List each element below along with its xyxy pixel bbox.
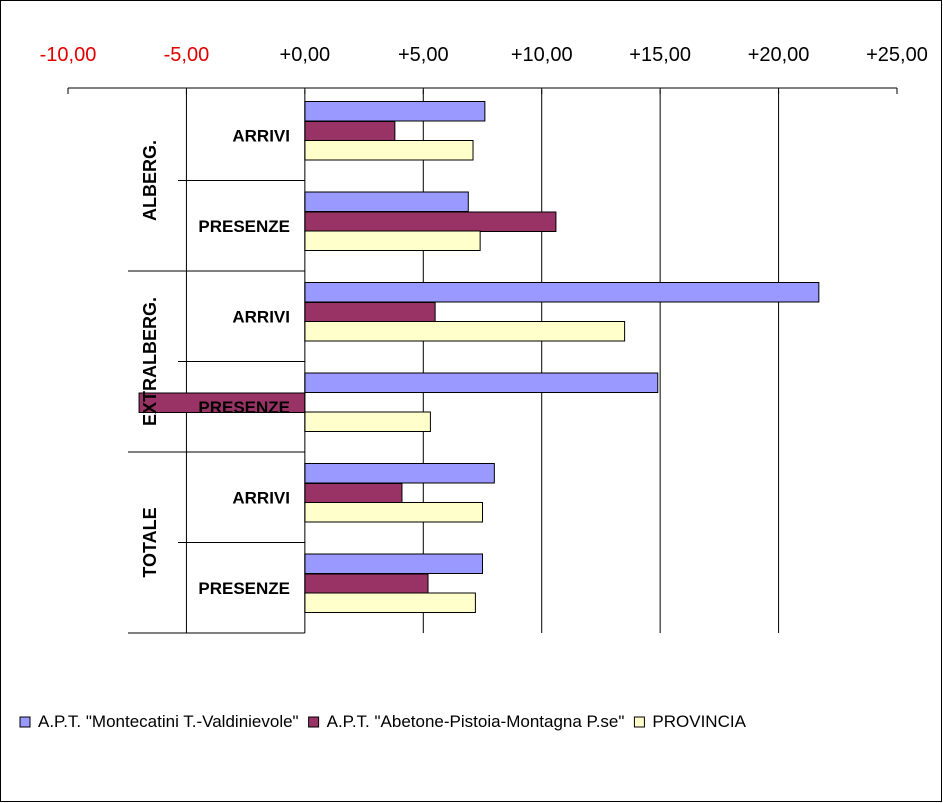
group-label: TOTALE bbox=[140, 507, 160, 577]
bar bbox=[304, 372, 659, 393]
category-label: ARRIVI bbox=[232, 126, 290, 145]
category-label: PRESENZE bbox=[198, 398, 290, 417]
bar bbox=[304, 573, 429, 594]
group-label: EXTRALBERG. bbox=[140, 297, 160, 426]
bar bbox=[304, 121, 396, 142]
bar bbox=[304, 463, 495, 484]
x-tick-label: +5,00 bbox=[398, 44, 449, 66]
legend-swatch bbox=[19, 716, 31, 728]
legend: A.P.T. "Montecatini T.-Valdinievole" A.P.… bbox=[19, 712, 747, 731]
legend-label: PROVINCIA bbox=[652, 712, 746, 731]
x-tick-label: +15,00 bbox=[629, 44, 691, 66]
x-axis: -10,00 -5,00 +0,00 +5,00 +10,00 +15,00 +20,00 +… bbox=[40, 44, 928, 94]
category-label: PRESENZE bbox=[198, 217, 290, 236]
x-tick-label: +10,00 bbox=[511, 44, 573, 66]
category-label: ARRIVI bbox=[232, 488, 290, 507]
x-tick-label: -10,00 bbox=[40, 44, 97, 66]
bar bbox=[304, 191, 469, 212]
bar bbox=[304, 502, 483, 523]
legend-label: A.P.T. "Montecatini T.-Valdinievole" bbox=[38, 712, 299, 731]
x-tick-label: +0,00 bbox=[280, 44, 331, 66]
group-label: ALBERG. bbox=[140, 140, 160, 221]
category-axis bbox=[128, 90, 306, 634]
bar bbox=[304, 140, 474, 161]
bar bbox=[304, 592, 476, 613]
bar bbox=[304, 553, 483, 574]
category-labels: ARRIVI PRESENZE ALBERG. ARRIVI PRESENZE EXTRA… bbox=[140, 126, 290, 598]
bar bbox=[304, 211, 557, 232]
bar bbox=[304, 282, 820, 303]
bar bbox=[304, 230, 481, 251]
legend-label: A.P.T. "Abetone-Pistoia-Montagna P.se" bbox=[327, 712, 625, 731]
bars bbox=[138, 101, 820, 613]
x-tick-label: +20,00 bbox=[748, 44, 810, 66]
bar bbox=[304, 101, 486, 122]
bar bbox=[304, 302, 436, 323]
legend-swatch bbox=[633, 716, 645, 728]
bar bbox=[304, 411, 431, 432]
category-label: PRESENZE bbox=[198, 579, 290, 598]
bar bbox=[304, 321, 626, 342]
category-label: ARRIVI bbox=[232, 307, 290, 326]
x-tick-label: +25,00 bbox=[866, 44, 928, 66]
bar bbox=[304, 483, 403, 504]
x-tick-label: -5,00 bbox=[164, 44, 210, 66]
legend-swatch bbox=[308, 716, 320, 728]
